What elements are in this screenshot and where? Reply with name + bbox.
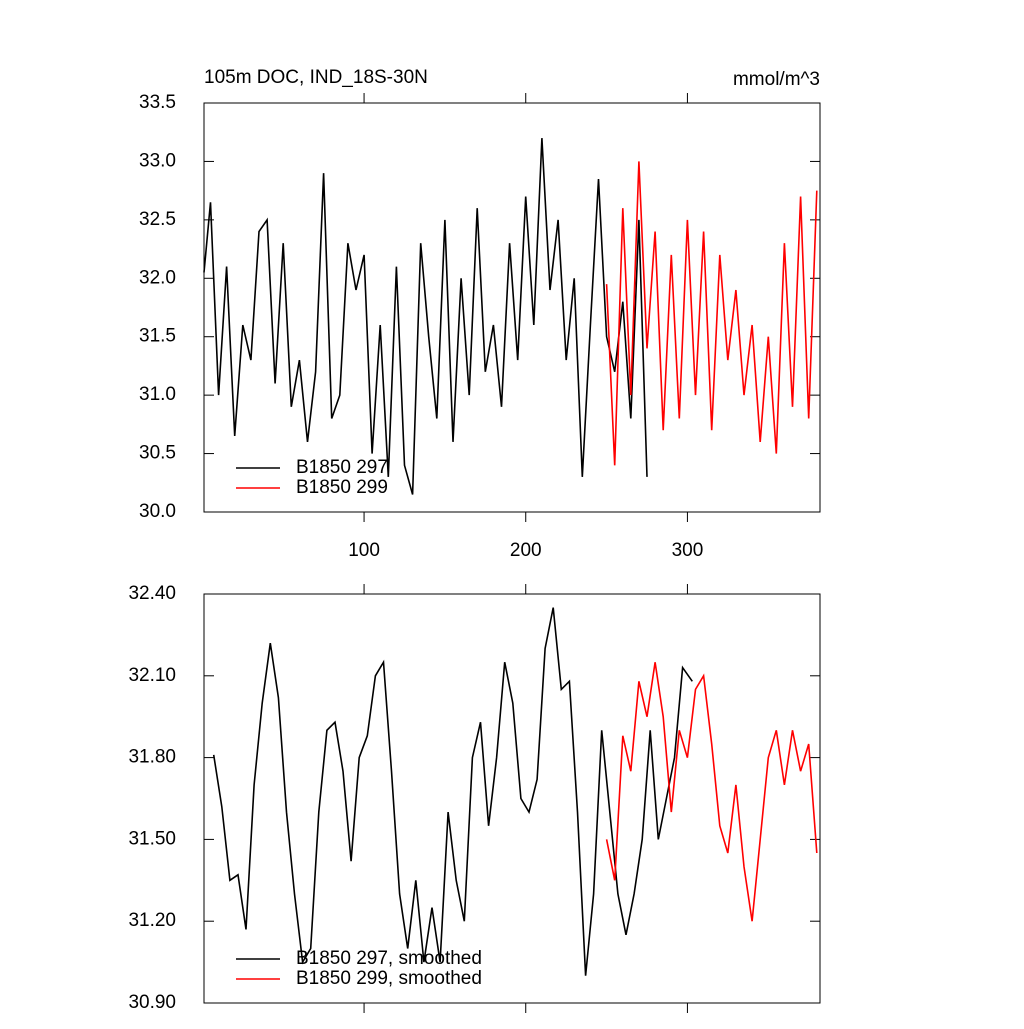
y-tick-label: 31.20 [128,910,176,931]
y-tick-label: 32.0 [139,267,176,288]
y-tick-label: 30.90 [128,992,176,1013]
series-line [605,161,818,466]
legend-label: B1850 297 [296,457,388,478]
legend-label: B1850 299 [296,477,388,498]
units: mmol/m^3 [733,69,820,90]
plot-frame [203,102,821,513]
plot-frame [203,593,821,1004]
chart-title: 105m DOC, IND_18S-30N [204,67,428,88]
legend-label: B1850 299, smoothed [296,968,482,989]
legend-label: B1850 297, smoothed [296,948,482,969]
y-tick-label: 31.80 [128,747,176,768]
y-tick-label: 32.40 [128,583,176,604]
y-tick-label: 32.10 [128,665,176,686]
y-tick-label: 33.0 [139,150,176,171]
x-tick-label: 200 [510,540,542,561]
y-tick-label: 30.5 [139,443,176,464]
series-line [605,662,818,922]
y-tick-label: 30.0 [139,501,176,522]
series-line [212,607,693,976]
series-line [203,138,648,495]
y-tick-label: 33.5 [139,92,176,113]
y-tick-label: 31.50 [128,828,176,849]
x-tick-label: 300 [672,540,704,561]
y-tick-label: 31.0 [139,384,176,405]
x-tick-label: 100 [348,540,380,561]
y-tick-label: 31.5 [139,326,176,347]
y-tick-label: 32.5 [139,209,176,230]
